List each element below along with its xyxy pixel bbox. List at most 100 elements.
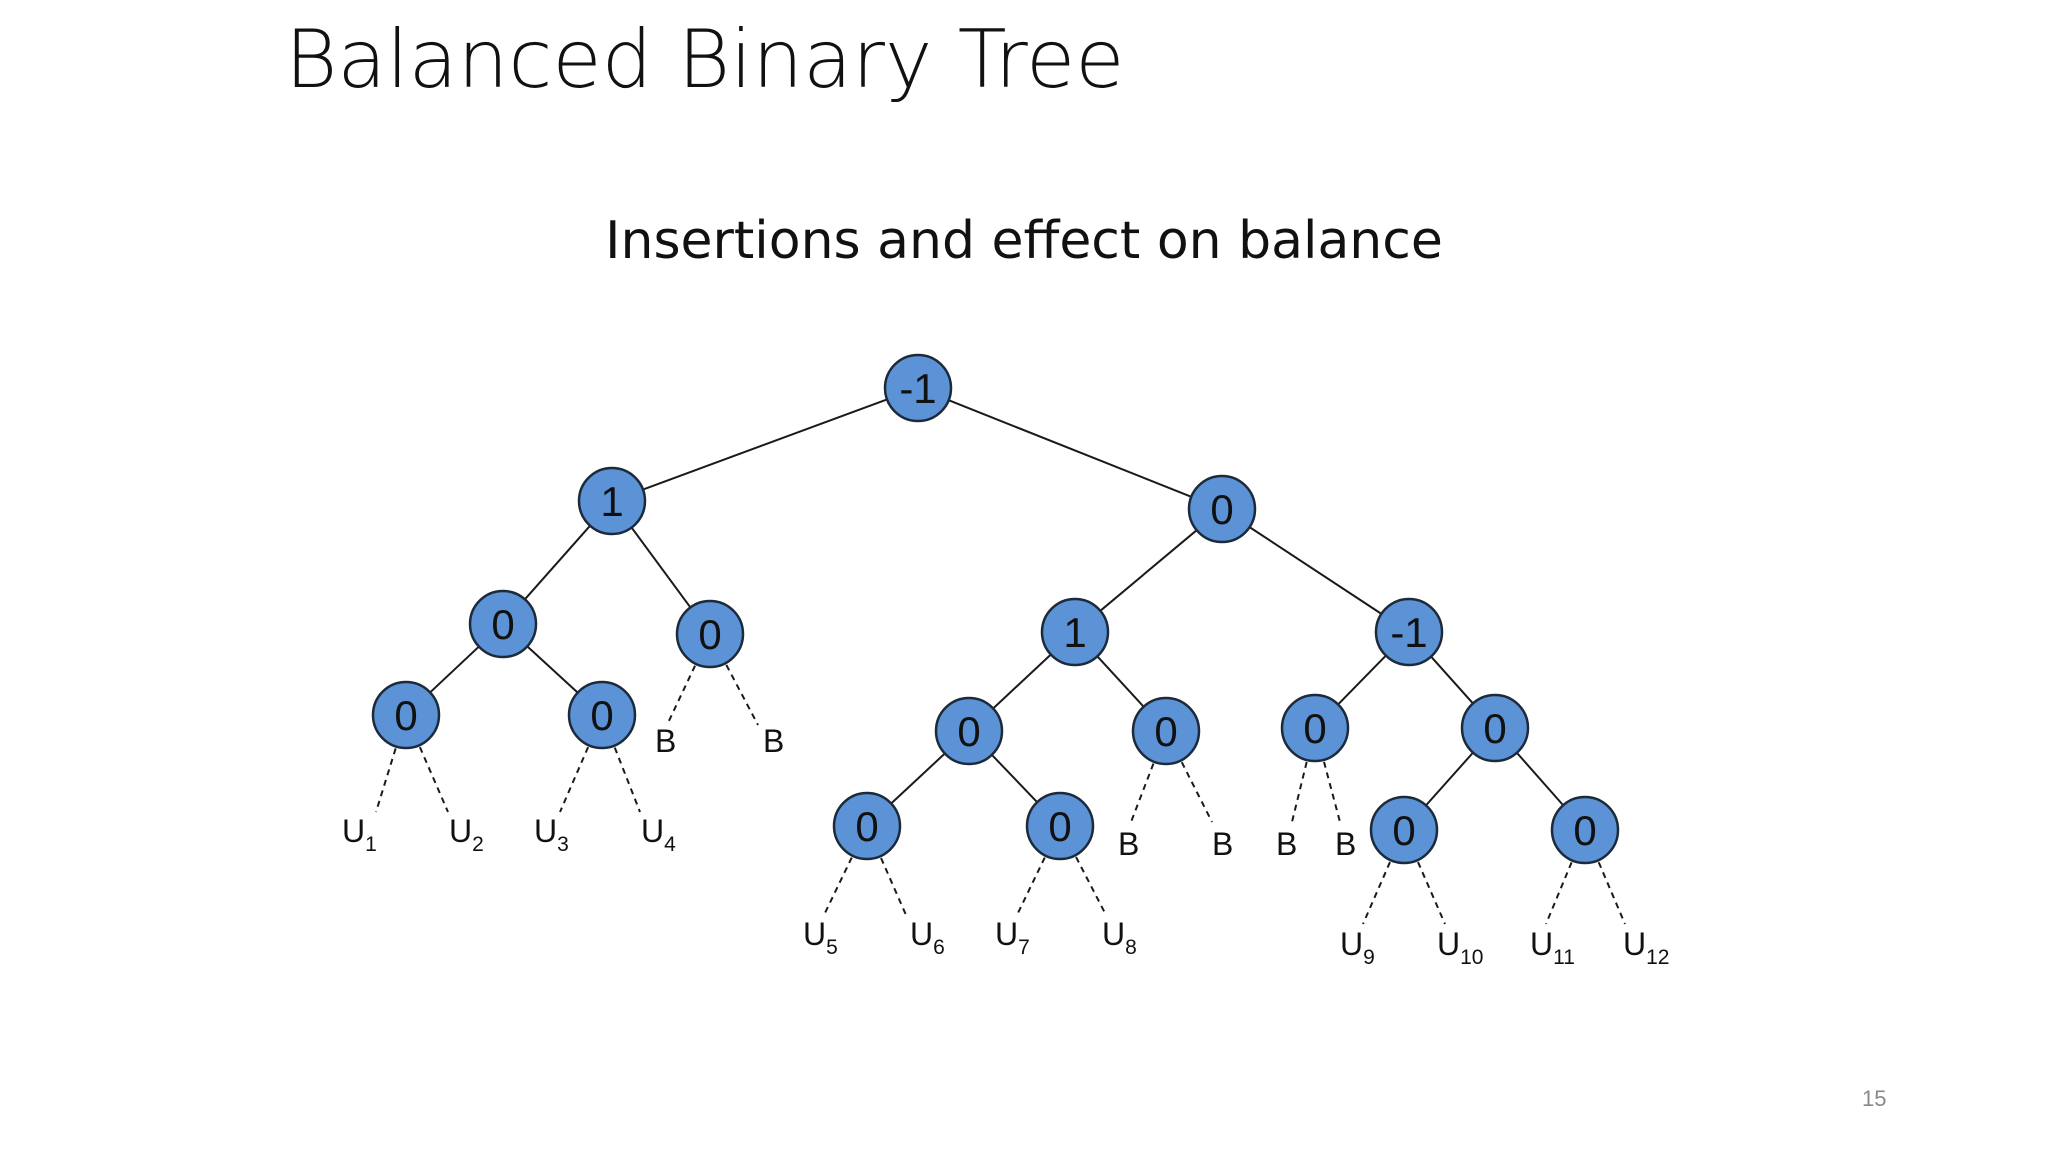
leaf-connector-u10 bbox=[1417, 861, 1446, 925]
edges-layer bbox=[429, 398, 1564, 807]
tree-edge-LL-LLR bbox=[526, 645, 579, 694]
leaf-label-b3: B bbox=[1118, 826, 1139, 862]
tree-node-L: 1 bbox=[577, 466, 647, 536]
tree-node-RRRR: 0 bbox=[1550, 795, 1620, 865]
leaf-label-u11: U11 bbox=[1530, 926, 1575, 969]
tree-edge-L-LR bbox=[630, 526, 692, 609]
leaf-label-u1: U1 bbox=[342, 813, 377, 856]
leaf-connector-u8 bbox=[1075, 856, 1107, 916]
leaf-label-b2: B bbox=[763, 723, 784, 759]
node-circle bbox=[1187, 474, 1257, 544]
node-circle bbox=[1025, 791, 1095, 861]
node-circle bbox=[934, 696, 1004, 766]
leaf-connector-u7 bbox=[1016, 857, 1046, 916]
leaf-label-u6: U6 bbox=[910, 916, 945, 959]
leaf-label-u2: U2 bbox=[449, 813, 484, 856]
node-balance-value: 0 bbox=[590, 692, 613, 739]
node-circle bbox=[883, 353, 953, 423]
slide-title: Balanced Binary Tree bbox=[285, 13, 1125, 106]
tree-node-LL: 0 bbox=[468, 589, 538, 659]
leaf-connector-b2 bbox=[725, 664, 759, 726]
node-circle bbox=[1131, 696, 1201, 766]
node-balance-value: 1 bbox=[600, 478, 623, 525]
tree-node-RL: 1 bbox=[1040, 597, 1110, 667]
tree-node-R: 0 bbox=[1187, 474, 1257, 544]
leaf-label-u3: U3 bbox=[534, 813, 569, 856]
node-balance-value: 0 bbox=[957, 708, 980, 755]
tree-edge-RLL-RLLR bbox=[991, 754, 1038, 803]
node-balance-value: 0 bbox=[1154, 708, 1177, 755]
tree-node-LLR: 0 bbox=[567, 680, 637, 750]
leaf-connector-u12 bbox=[1597, 861, 1626, 925]
node-circle bbox=[1374, 597, 1444, 667]
leaf-label-u9: U9 bbox=[1340, 926, 1375, 969]
node-balance-value: 0 bbox=[1483, 705, 1506, 752]
node-circle bbox=[577, 466, 647, 536]
tree-edge-RLL-RLLL bbox=[890, 752, 946, 805]
tree-edge-root-R bbox=[948, 399, 1192, 498]
node-balance-value: 0 bbox=[1210, 486, 1233, 533]
slide-subtitle: Insertions and effect on balance bbox=[605, 211, 1443, 271]
tree-edge-RL-RLR bbox=[1096, 655, 1145, 708]
tree-node-RRR: 0 bbox=[1460, 693, 1530, 763]
tree-node-RLR: 0 bbox=[1131, 696, 1201, 766]
tree-node-RLLR: 0 bbox=[1025, 791, 1095, 861]
tree-edge-RRR-RRRL bbox=[1425, 751, 1474, 807]
leaf-connector-b3 bbox=[1130, 763, 1155, 823]
leaf-label-b4: B bbox=[1212, 826, 1233, 862]
leaf-connector-u6 bbox=[880, 857, 907, 916]
leaf-connector-u11 bbox=[1545, 861, 1573, 925]
leaf-connector-u2 bbox=[418, 746, 449, 813]
node-circle bbox=[1460, 693, 1530, 763]
tree-edge-root-L bbox=[642, 398, 888, 491]
node-circle bbox=[468, 589, 538, 659]
tree-node-RLL: 0 bbox=[934, 696, 1004, 766]
node-circle bbox=[832, 791, 902, 861]
node-balance-value: 0 bbox=[1573, 807, 1596, 854]
node-balance-value: -1 bbox=[899, 365, 936, 412]
leaf-label-b5: B bbox=[1276, 826, 1297, 862]
tree-node-RRRL: 0 bbox=[1369, 795, 1439, 865]
node-balance-value: 0 bbox=[1392, 807, 1415, 854]
tree-node-LR: 0 bbox=[675, 599, 745, 669]
leaf-connector-u3 bbox=[559, 746, 590, 813]
tree-edge-RR-RRL bbox=[1337, 654, 1387, 706]
leaf-label-u7: U7 bbox=[995, 916, 1030, 959]
leaf-connector-b1 bbox=[666, 665, 696, 726]
leaf-connector-u1 bbox=[375, 748, 397, 813]
node-balance-value: 0 bbox=[855, 803, 878, 850]
tree-edge-R-RR bbox=[1249, 526, 1382, 615]
node-circle bbox=[675, 599, 745, 669]
leaf-connector-b6 bbox=[1323, 761, 1341, 823]
tree-edge-RRR-RRRR bbox=[1516, 752, 1564, 806]
tree-edge-RR-RRR bbox=[1430, 655, 1474, 705]
tree-edge-RL-RLL bbox=[992, 653, 1052, 710]
node-balance-value: 0 bbox=[1303, 705, 1326, 752]
page-number: 15 bbox=[1862, 1086, 1887, 1111]
tree-node-root: -1 bbox=[883, 353, 953, 423]
node-circle bbox=[1550, 795, 1620, 865]
node-balance-value: 1 bbox=[1063, 609, 1086, 656]
nodes-layer: -1 1 0 0 0 0 0 1 -1 0 0 0 0 0 0 0 0 bbox=[371, 353, 1620, 865]
tree-node-RR: -1 bbox=[1374, 597, 1444, 667]
leaves-layer: U1 U2 U3 U4 B B U5 U6 U7 U8 B B B B U9 U10 U11 U12 bbox=[342, 664, 1669, 969]
leaf-connector-u5 bbox=[823, 857, 853, 916]
leaf-label-u12: U12 bbox=[1623, 926, 1669, 969]
leaf-label-u8: U8 bbox=[1102, 916, 1137, 959]
leaf-connector-b4 bbox=[1180, 761, 1213, 823]
tree-node-LLL: 0 bbox=[371, 680, 441, 750]
leaf-connector-b5 bbox=[1291, 761, 1308, 823]
node-balance-value: -1 bbox=[1390, 609, 1427, 656]
node-circle bbox=[1280, 693, 1350, 763]
leaf-label-u10: U10 bbox=[1437, 926, 1483, 969]
tree-edge-LL-LLL bbox=[429, 645, 480, 694]
node-circle bbox=[1040, 597, 1110, 667]
leaf-label-u5: U5 bbox=[803, 916, 838, 959]
node-circle bbox=[567, 680, 637, 750]
tree-node-RLLL: 0 bbox=[832, 791, 902, 861]
node-circle bbox=[1369, 795, 1439, 865]
leaf-connector-u9 bbox=[1362, 861, 1391, 925]
node-balance-value: 0 bbox=[1048, 803, 1071, 850]
tree-edge-R-RL bbox=[1099, 529, 1198, 612]
